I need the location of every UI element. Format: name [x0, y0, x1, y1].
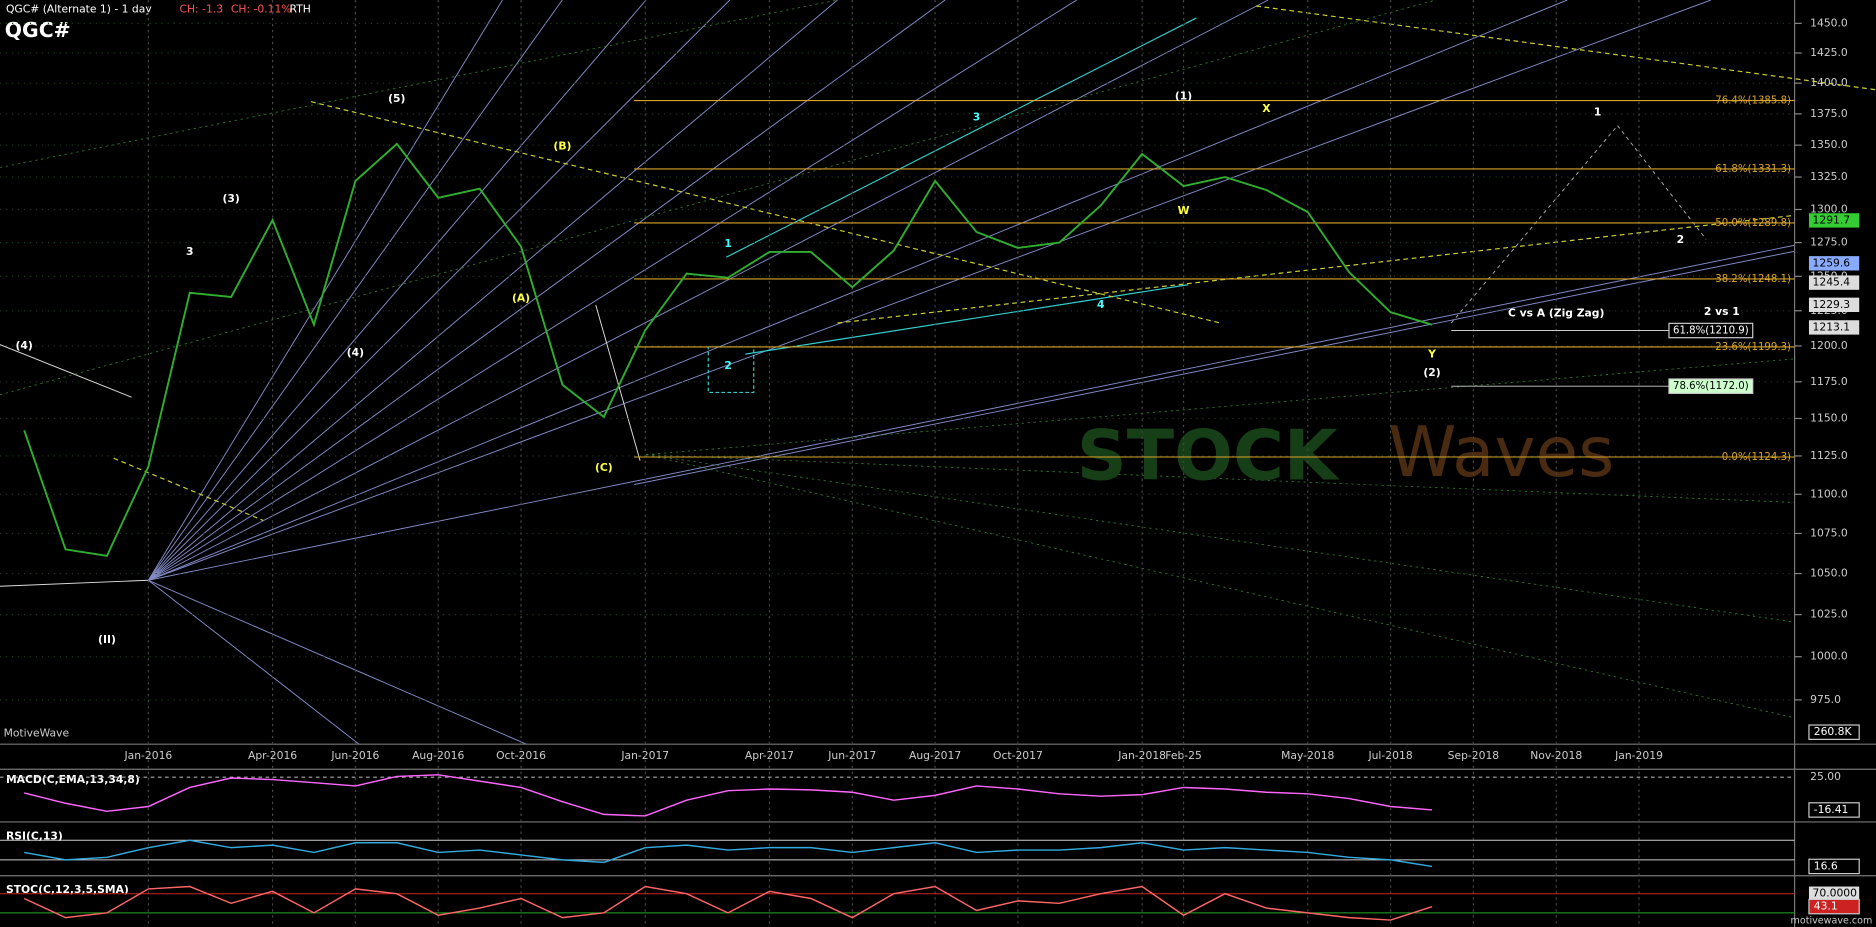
price-marker-label: 1291.7	[1813, 213, 1851, 226]
level-label: 70.0000	[1813, 887, 1858, 900]
wave-label: Y	[1427, 347, 1436, 360]
wave-label: (A)	[512, 291, 530, 304]
price-marker-label: 1259.6	[1813, 256, 1851, 269]
y-tick-label: 1025.0	[1810, 608, 1848, 621]
projection-box	[1668, 378, 1754, 394]
y-tick-label: 1125.0	[1810, 449, 1848, 462]
y-tick-label: 1275.0	[1810, 236, 1848, 249]
y-tick-label: 1050.0	[1810, 567, 1848, 580]
indicator-title: STOC(C,12,3,5,SMA)	[6, 883, 129, 896]
volume-label: 260.8K	[1814, 725, 1853, 738]
last-value-box	[1808, 802, 1860, 818]
y-tick-label: 25.00	[1810, 770, 1841, 783]
price-marker	[1808, 275, 1860, 290]
y-tick-label: 975.0	[1810, 693, 1841, 706]
indicator-title: MACD(C,EMA,13,34,8)	[6, 773, 140, 786]
indicator-title: RSI(C,13)	[6, 829, 63, 842]
chart-title: QGC# (Alternate 1) - 1 day	[6, 3, 152, 16]
price-marker	[1808, 213, 1860, 228]
wave-label: (3)	[223, 192, 240, 205]
last-value-box	[1808, 858, 1860, 875]
watermark: Waves	[1388, 413, 1615, 493]
change-pct: CH: -0.11%	[231, 3, 292, 16]
y-tick-label: 1075.0	[1810, 526, 1848, 539]
price-marker-label: 1213.1	[1813, 320, 1851, 333]
y-tick-label: 1300.0	[1810, 202, 1848, 215]
drawings	[0, 0, 1876, 745]
y-tick-label: 1325.0	[1810, 170, 1848, 183]
fib-label: 38.2%(1248.1)	[1715, 274, 1791, 285]
y-tick-label: 1175.0	[1810, 375, 1848, 388]
price-marker-label: 1245.4	[1813, 276, 1851, 289]
y-tick-label: 1150.0	[1810, 411, 1848, 424]
y-tick-label: 1000.0	[1810, 650, 1848, 663]
wave-label: 4	[1097, 298, 1104, 311]
y-tick-label: 1375.0	[1810, 107, 1848, 120]
price-marker-label: 1229.3	[1813, 298, 1851, 311]
wave-label: (B)	[553, 139, 571, 152]
wave-label: (4)	[347, 346, 364, 359]
wave-label: (4)	[15, 339, 32, 352]
wave-label: C vs A (Zig Zag)	[1508, 307, 1604, 320]
indicator-line	[23, 885, 1433, 921]
projection-box	[1668, 322, 1754, 339]
wave-label: (5)	[388, 92, 405, 105]
source: MotiveWave	[4, 726, 70, 739]
session: RTH	[290, 3, 311, 16]
last-value-label: 43.1	[1814, 900, 1838, 913]
projection-label: 78.6%(1172.0)	[1673, 381, 1749, 392]
y-tick-label: 1200.0	[1810, 339, 1848, 352]
wave-label: 3	[186, 245, 193, 258]
indicator-line	[23, 774, 1433, 817]
y-tick-label: 1100.0	[1810, 487, 1848, 500]
price-marker	[1808, 320, 1860, 335]
fib-label: 50.0%(1289.8)	[1715, 218, 1791, 229]
fib-label: 76.4%(1385.8)	[1715, 96, 1791, 107]
fib-label: 0.0%(1124.3)	[1722, 452, 1791, 463]
wave-label: (C)	[595, 461, 613, 474]
y-tick-label: 1450.0	[1810, 16, 1848, 29]
wave-label: 3	[973, 111, 980, 124]
last-value-label: -16.41	[1814, 803, 1849, 816]
wave-label: X	[1262, 102, 1271, 115]
wave-label: (II)	[98, 633, 116, 646]
y-tick-label: 1400.0	[1810, 76, 1848, 89]
projection-label: 61.8%(1210.9)	[1673, 326, 1749, 337]
volume-box	[1808, 724, 1860, 740]
wave-label: 1	[724, 237, 731, 250]
symbol: QGC#	[5, 18, 71, 42]
last-value-box	[1808, 898, 1860, 915]
wave-label: (1)	[1175, 90, 1192, 103]
change: CH: -1.3	[179, 3, 223, 16]
price-marker	[1808, 297, 1860, 312]
indicator-line	[24, 839, 1433, 868]
level-box	[1808, 886, 1860, 901]
wave-label: (2)	[1423, 366, 1440, 379]
site: motivewave.com	[1791, 916, 1873, 927]
y-tick-label: 1425.0	[1810, 46, 1848, 59]
fib-label: 23.6%(1199.3)	[1715, 342, 1791, 353]
wave-label: W	[1178, 204, 1190, 217]
price-marker	[1808, 256, 1860, 271]
y-tick-label: 1350.0	[1810, 138, 1848, 151]
wave-label: 2	[724, 359, 731, 372]
wave-label: 1	[1594, 106, 1601, 119]
price-line	[23, 142, 1433, 557]
last-value-label: 16.6	[1814, 859, 1838, 872]
wave-label: 2	[1677, 233, 1684, 246]
fib-label: 61.8%(1331.3)	[1715, 164, 1791, 175]
wave-label: 2 vs 1	[1704, 305, 1740, 318]
